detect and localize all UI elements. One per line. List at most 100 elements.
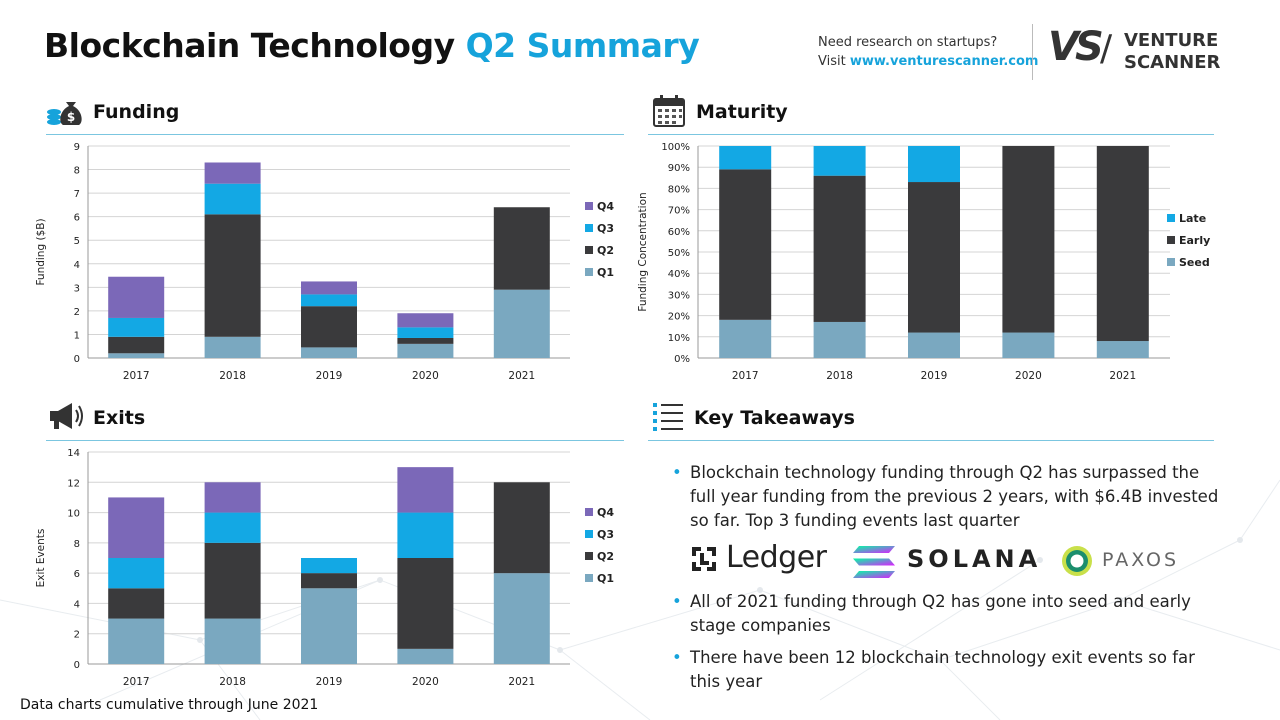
bar-segment-q4: [204, 162, 261, 184]
legend-label: Q4: [597, 506, 614, 519]
y-tick-label: 10: [67, 509, 80, 520]
bar-segment-early: [719, 169, 772, 320]
y-tick-label: 3: [74, 283, 80, 294]
legend-label: Q1: [597, 266, 614, 279]
brand-line-1: VENTURE: [1124, 30, 1219, 51]
legend-swatch: [585, 246, 593, 254]
brand-logo-slash: /: [1100, 28, 1113, 69]
funding-chart: 0 1 2 3 4 5 6 7 8 9 2017 2018 2019 2020 2021 Funding ($…: [35, 142, 614, 382]
legend-swatch: [1167, 258, 1175, 266]
bar-segment-late: [908, 146, 960, 183]
exits-divider: [46, 440, 624, 441]
y-tick-label: 0: [74, 660, 80, 671]
bar-segment-q2: [397, 337, 454, 344]
bar-segment-q1: [204, 618, 261, 664]
x-tick-label: 2021: [1109, 370, 1136, 382]
y-tick-label: 70%: [668, 206, 690, 217]
legend-swatch: [585, 268, 593, 276]
solana-logo-icon: [853, 546, 895, 578]
svg-text:$: $: [67, 110, 75, 124]
bar-segment-q4: [108, 276, 165, 318]
y-tick-label: 20%: [668, 312, 690, 323]
x-tick-label: 2017: [123, 676, 150, 688]
takeaway-text: There have been 12 blockchain technology…: [690, 648, 1195, 691]
list-icon: [653, 403, 683, 431]
bar-segment-q1: [301, 347, 357, 358]
bar-segment-q1: [397, 648, 454, 664]
exits-heading: Exits: [93, 407, 146, 429]
bar-segment-q2: [397, 558, 454, 649]
legend-label: Q1: [597, 572, 614, 585]
bar-segment-q1: [493, 573, 550, 664]
legend-swatch: [585, 508, 593, 516]
bar-segment-q2: [108, 588, 165, 619]
bar-segment-q3: [301, 558, 357, 574]
bar-segment-q2: [301, 573, 357, 589]
takeaway-item: • Blockchain technology funding through …: [672, 461, 1218, 535]
bar-segment-seed: [1002, 332, 1055, 358]
y-tick-label: 6: [74, 213, 80, 224]
x-tick-label: 2020: [412, 676, 439, 688]
bar-segment-early: [1002, 146, 1055, 333]
x-tick-label: 2017: [123, 370, 150, 382]
y-tick-label: 12: [67, 478, 80, 489]
x-tick-label: 2020: [1015, 370, 1042, 382]
megaphone-icon: [50, 403, 83, 429]
legend-swatch: [585, 224, 593, 232]
legend-label: Seed: [1179, 256, 1210, 269]
x-tick-label: 2017: [732, 370, 759, 382]
legend-label: Q2: [597, 244, 614, 257]
bullet-dot: •: [672, 648, 682, 667]
legend-label: Q2: [597, 550, 614, 563]
bar-segment-q2: [493, 482, 550, 574]
funding-heading: Funding: [93, 101, 180, 123]
y-tick-label: 80%: [668, 184, 690, 195]
y-tick-label: 14: [67, 448, 80, 459]
footer-note: Data charts cumulative through June 2021: [20, 697, 319, 713]
legend-swatch: [585, 574, 593, 582]
bar-segment-seed: [813, 321, 866, 358]
bar-segment-early: [813, 175, 866, 322]
takeaway-item: • All of 2021 funding through Q2 has gon…: [672, 590, 1212, 640]
header-divider: [1032, 24, 1033, 80]
takeaways-heading: Key Takeaways: [694, 407, 855, 429]
bar-segment-q3: [397, 327, 454, 338]
bar-segment-q3: [204, 512, 261, 543]
y-tick-label: 1: [74, 330, 80, 341]
bar-segment-q4: [301, 281, 357, 295]
bar-segment-q1: [204, 336, 261, 358]
research-visit: Visit: [818, 54, 850, 69]
bar-segment-q4: [397, 467, 454, 513]
page-title: Blockchain Technology Q2 Summary: [44, 26, 700, 65]
bar-segment-q2: [204, 542, 261, 619]
research-line: Need research on startups?: [818, 35, 998, 50]
x-tick-label: 2018: [826, 370, 853, 382]
y-tick-label: 0%: [674, 354, 690, 365]
takeaway-item: • There have been 12 blockchain technolo…: [672, 646, 1212, 696]
bar-segment-q1: [493, 289, 550, 358]
bar-segment-q3: [204, 183, 261, 215]
takeaway-text: All of 2021 funding through Q2 has gone …: [690, 592, 1191, 635]
bar-segment-q2: [493, 207, 550, 290]
bar-segment-q3: [108, 317, 165, 337]
x-tick-label: 2019: [316, 370, 343, 382]
y-tick-label: 4: [74, 599, 80, 610]
y-axis-label: Funding ($B): [35, 218, 47, 285]
y-tick-label: 30%: [668, 290, 690, 301]
ledger-logo-icon: [692, 547, 716, 571]
legend-swatch: [1167, 236, 1175, 244]
title-main: Blockchain Technology: [44, 26, 455, 65]
bar-segment-q4: [204, 482, 261, 513]
bar-segment-early: [908, 182, 960, 333]
research-note: Need research on startups? Visit www.ven…: [818, 33, 1038, 71]
legend-label: Early: [1179, 234, 1210, 247]
y-tick-label: 4: [74, 260, 80, 271]
bar-segment-seed: [1096, 341, 1149, 358]
website-link[interactable]: www.venturescanner.com: [849, 54, 1039, 69]
y-tick-label: 2: [74, 630, 80, 641]
legend-label: Q4: [597, 200, 614, 213]
legend-swatch: [1167, 214, 1175, 222]
y-axis-label: Funding Concentration: [637, 192, 649, 311]
bar-segment-q2: [108, 336, 165, 354]
y-tick-label: 100%: [661, 142, 690, 153]
